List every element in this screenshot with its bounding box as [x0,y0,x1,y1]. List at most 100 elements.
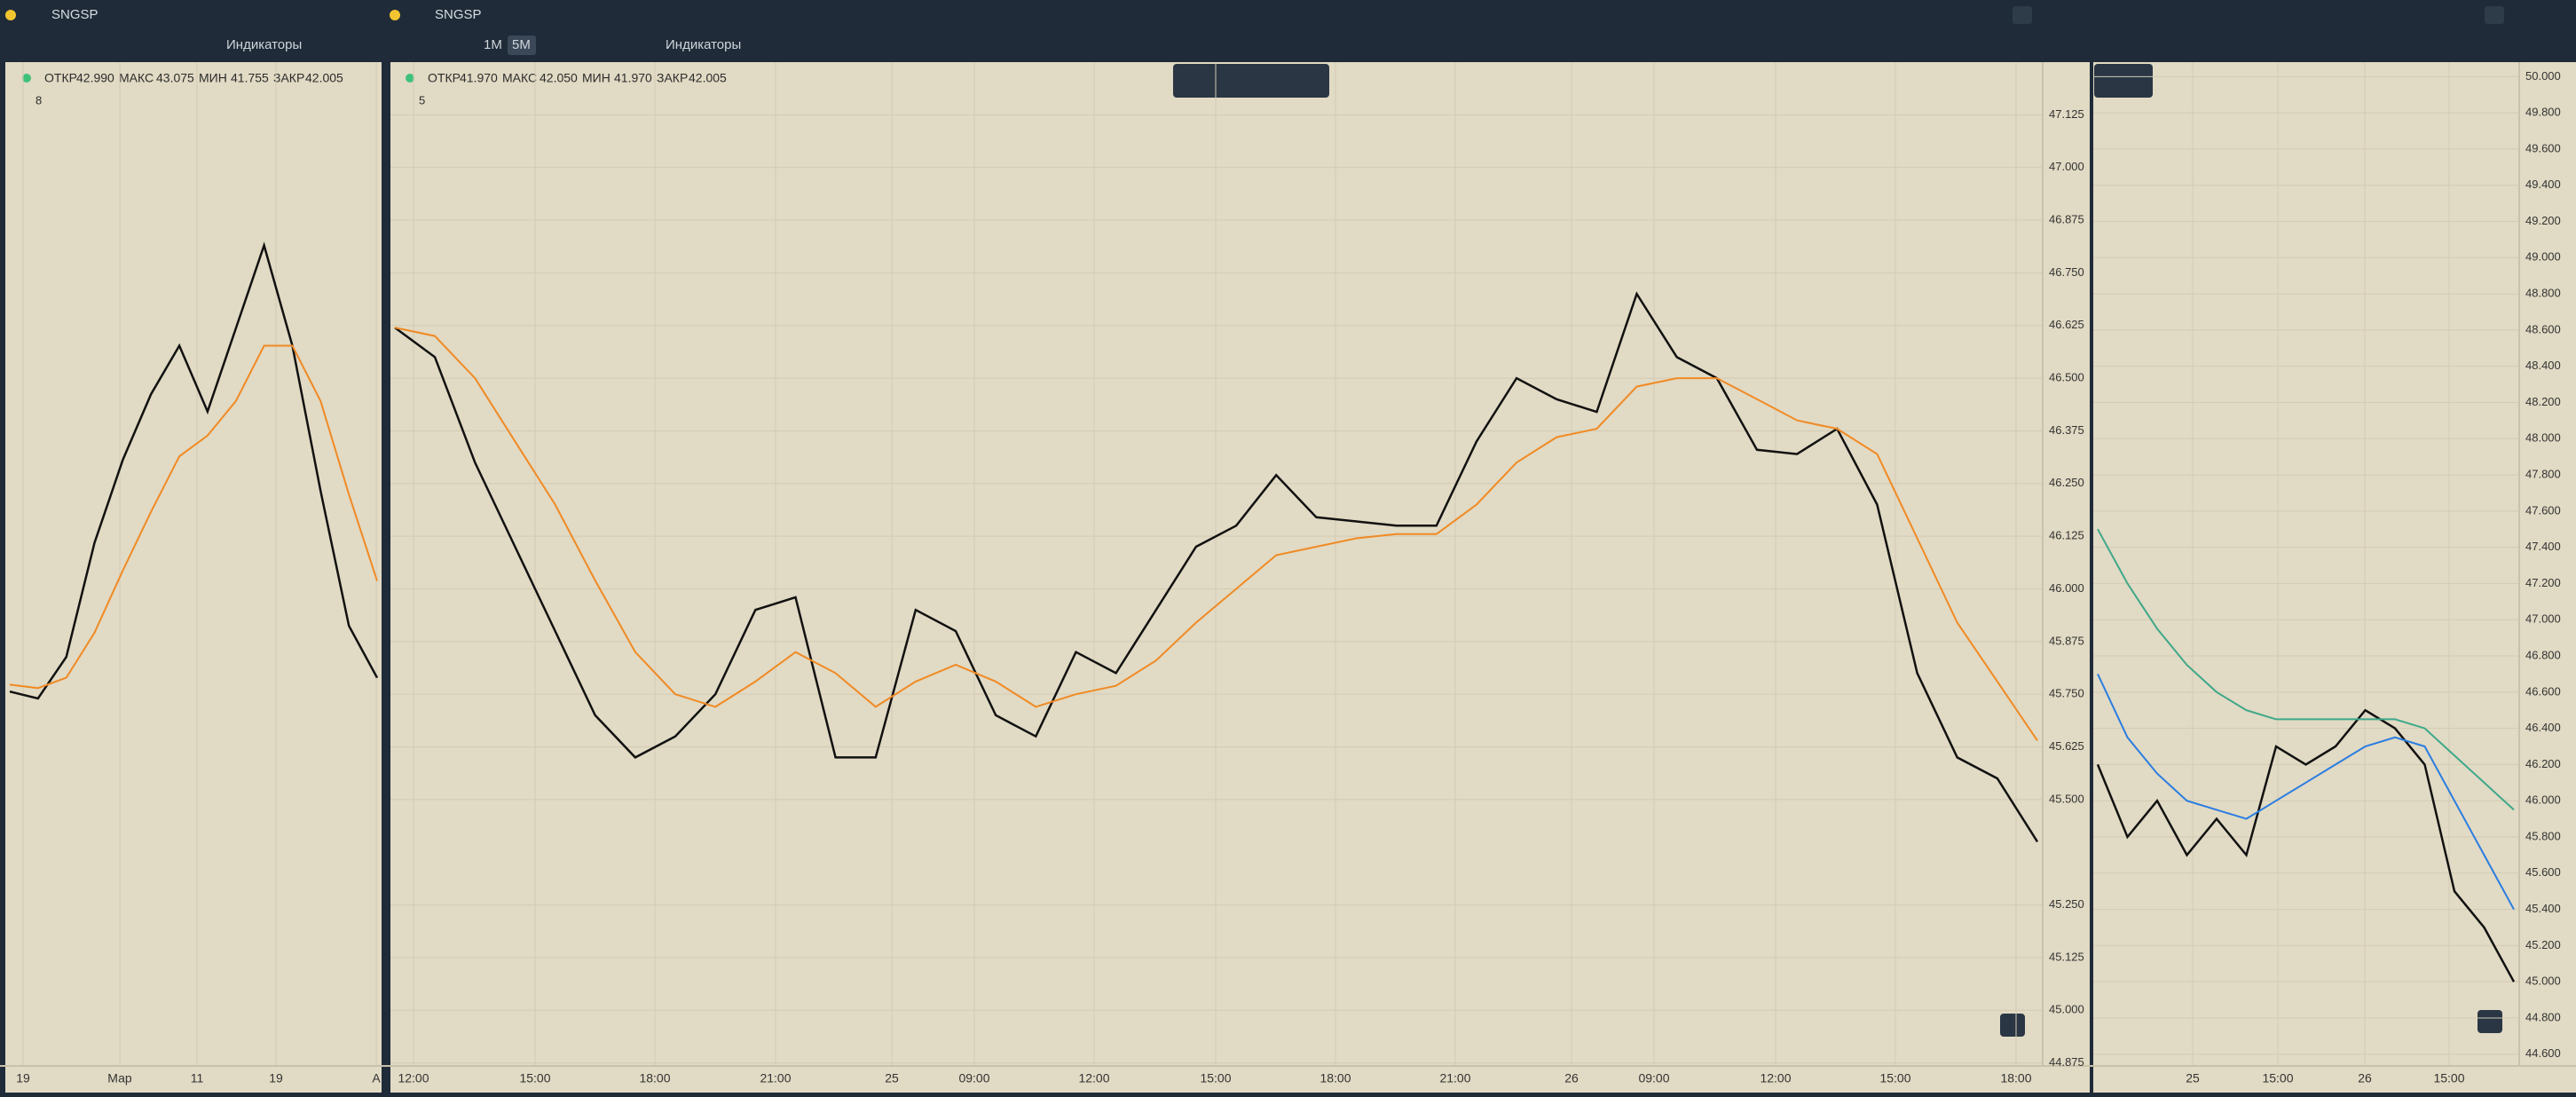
price-line [9,241,379,700]
y-tick-label: 47.000 [2049,160,2084,173]
y-tick-label: 44.600 [2525,1046,2561,1060]
interval-active [508,36,536,55]
y-tick-label: 45.800 [2525,829,2561,842]
link-dot[interactable] [390,10,400,20]
ohlc-value: 41.970 [460,71,498,85]
indicators-button[interactable]: Индикаторы [666,37,741,52]
y-tick-label: 49.600 [2525,141,2561,154]
y-tick-label: 46.200 [2525,757,2561,770]
ohlc-label: ОТКР [428,71,461,85]
symbol-title[interactable]: SNGSP [51,7,98,22]
price-line [9,344,378,690]
time-label: А [372,1071,381,1085]
price-line [394,327,2038,741]
y-tick-label: 46.375 [2049,423,2084,437]
y-tick-label: 45.000 [2525,975,2561,988]
time-label: 18:00 [1320,1071,1351,1085]
time-axis [5,1067,382,1093]
time-label: 21:00 [760,1071,791,1085]
time-label: 11 [191,1071,204,1085]
y-tick-label: 45.600 [2525,865,2561,879]
y-tick-label: 47.800 [2525,467,2561,480]
ohlc-label: ЗАКР [273,71,304,85]
ohlc-value: 42.050 [540,71,578,85]
y-tick-label: 45.400 [2525,902,2561,915]
panel-bg [390,62,2090,1065]
y-tick-label: 45.875 [2049,634,2084,647]
axis-border [2042,62,2044,1065]
axis-border [2518,62,2520,1065]
y-tick-label: 47.000 [2525,612,2561,626]
y-tick-label: 46.625 [2049,318,2084,331]
y-tick-label: 45.000 [2049,1003,2084,1016]
price-line [2096,708,2516,983]
time-label: 19 [269,1071,283,1085]
y-tick-label: 47.600 [2525,503,2561,517]
time-label: 15:00 [1879,1071,1910,1085]
time-label: 25 [2186,1071,2200,1085]
y-tick-label: 49.000 [2525,250,2561,264]
y-tick-label: 45.125 [2049,950,2084,963]
y-tick-label: 47.200 [2525,576,2561,589]
price-line [394,291,2039,843]
link-dot[interactable] [5,10,16,20]
collapse-button[interactable] [2485,6,2504,24]
ohlc-label: ЗАКР [657,71,688,85]
y-tick-label: 44.875 [2049,1055,2084,1069]
y-tick-label: 46.125 [2049,529,2084,542]
y-tick-label: 45.750 [2049,687,2084,700]
interval-button[interactable]: 5M [512,37,531,52]
panel-bg [5,62,382,1065]
y-tick-label: 47.400 [2525,540,2561,553]
y-tick-label: 46.750 [2049,265,2084,279]
time-label: 09:00 [958,1071,989,1085]
ohlc-label: МИН [582,71,611,85]
y-tick-label: 46.000 [2525,793,2561,807]
y-tick-label: 44.800 [2525,1010,2561,1023]
ohlc-value: 41.755 [231,71,269,85]
y-tick-label: 45.200 [2525,938,2561,951]
ohlc-value: 42.005 [689,71,727,85]
y-tick-label: 45.500 [2049,792,2084,805]
y-tick-label: 46.500 [2049,371,2084,384]
collapse-count[interactable]: 5 [419,93,425,107]
price-line [2097,673,2515,911]
ohlc-label: МАКС [119,71,154,85]
ohlc-value: 41.970 [614,71,652,85]
time-label: 18:00 [639,1071,670,1085]
panel-bg [2093,62,2576,1065]
time-label: 25 [885,1071,899,1085]
time-label: 21:00 [1439,1071,1470,1085]
y-tick-label: 45.250 [2049,897,2084,911]
y-tick-label: 46.600 [2525,684,2561,698]
time-label: 15:00 [2433,1071,2464,1085]
ohlc-label: ОТКР [44,71,77,85]
drawing-toolbar[interactable] [2094,64,2153,98]
ohlc-label: МАКС [502,71,537,85]
y-tick-label: 48.800 [2525,287,2561,300]
y-tick-label: 48.400 [2525,359,2561,372]
time-label: 12:00 [398,1071,429,1085]
y-tick-label: 49.200 [2525,214,2561,227]
status-dot [22,74,31,83]
indicators-button[interactable]: Индикаторы [226,37,302,52]
y-tick-label: 45.625 [2049,739,2084,753]
time-label: 26 [2358,1071,2372,1085]
symbol-title[interactable]: SNGSP [435,7,482,22]
time-label: 26 [1564,1071,1579,1085]
y-tick-label: 47.125 [2049,107,2084,121]
collapse-count[interactable]: 8 [35,93,42,107]
y-tick-label: 48.000 [2525,431,2561,445]
y-tick-label: 50.000 [2525,69,2561,83]
scroll-button[interactable] [2478,1010,2502,1033]
scroll-button[interactable] [2000,1014,2025,1037]
ohlc-label: МИН [199,71,227,85]
interval-button[interactable]: 1M [484,37,502,52]
y-tick-label: 49.400 [2525,178,2561,191]
drawing-toolbar[interactable] [1173,64,1329,98]
time-axis [2093,1067,2576,1093]
collapse-button[interactable] [2013,6,2032,24]
time-label: 15:00 [519,1071,550,1085]
